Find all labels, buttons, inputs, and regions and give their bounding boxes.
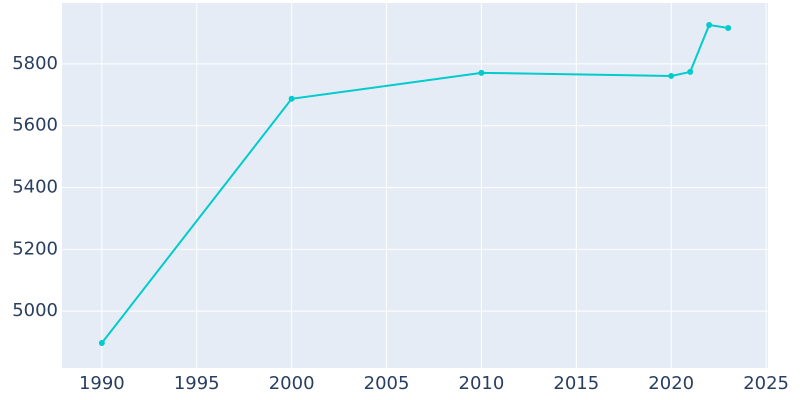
y-tick-label: 5400 [12, 177, 58, 198]
x-tick-label: 2005 [364, 373, 410, 394]
point [288, 95, 295, 102]
x-tick-label: 1995 [174, 373, 220, 394]
y-tick-label: 5200 [12, 238, 58, 259]
point [478, 69, 485, 76]
point [725, 25, 732, 32]
x-tick-label: 2010 [459, 373, 505, 394]
plot-area [62, 3, 768, 368]
y-tick-label: 5600 [12, 115, 58, 136]
y-tick-label: 5000 [12, 300, 58, 321]
x-tick-label: 2020 [648, 373, 694, 394]
point [98, 339, 105, 346]
x-tick-label: 2000 [269, 373, 315, 394]
point [668, 72, 675, 79]
point [706, 21, 713, 28]
y-tick-label: 5800 [12, 53, 58, 74]
point [687, 68, 694, 75]
x-tick-label: 2025 [743, 373, 789, 394]
x-tick-label: 2015 [553, 373, 599, 394]
x-tick-label: 1990 [79, 373, 125, 394]
